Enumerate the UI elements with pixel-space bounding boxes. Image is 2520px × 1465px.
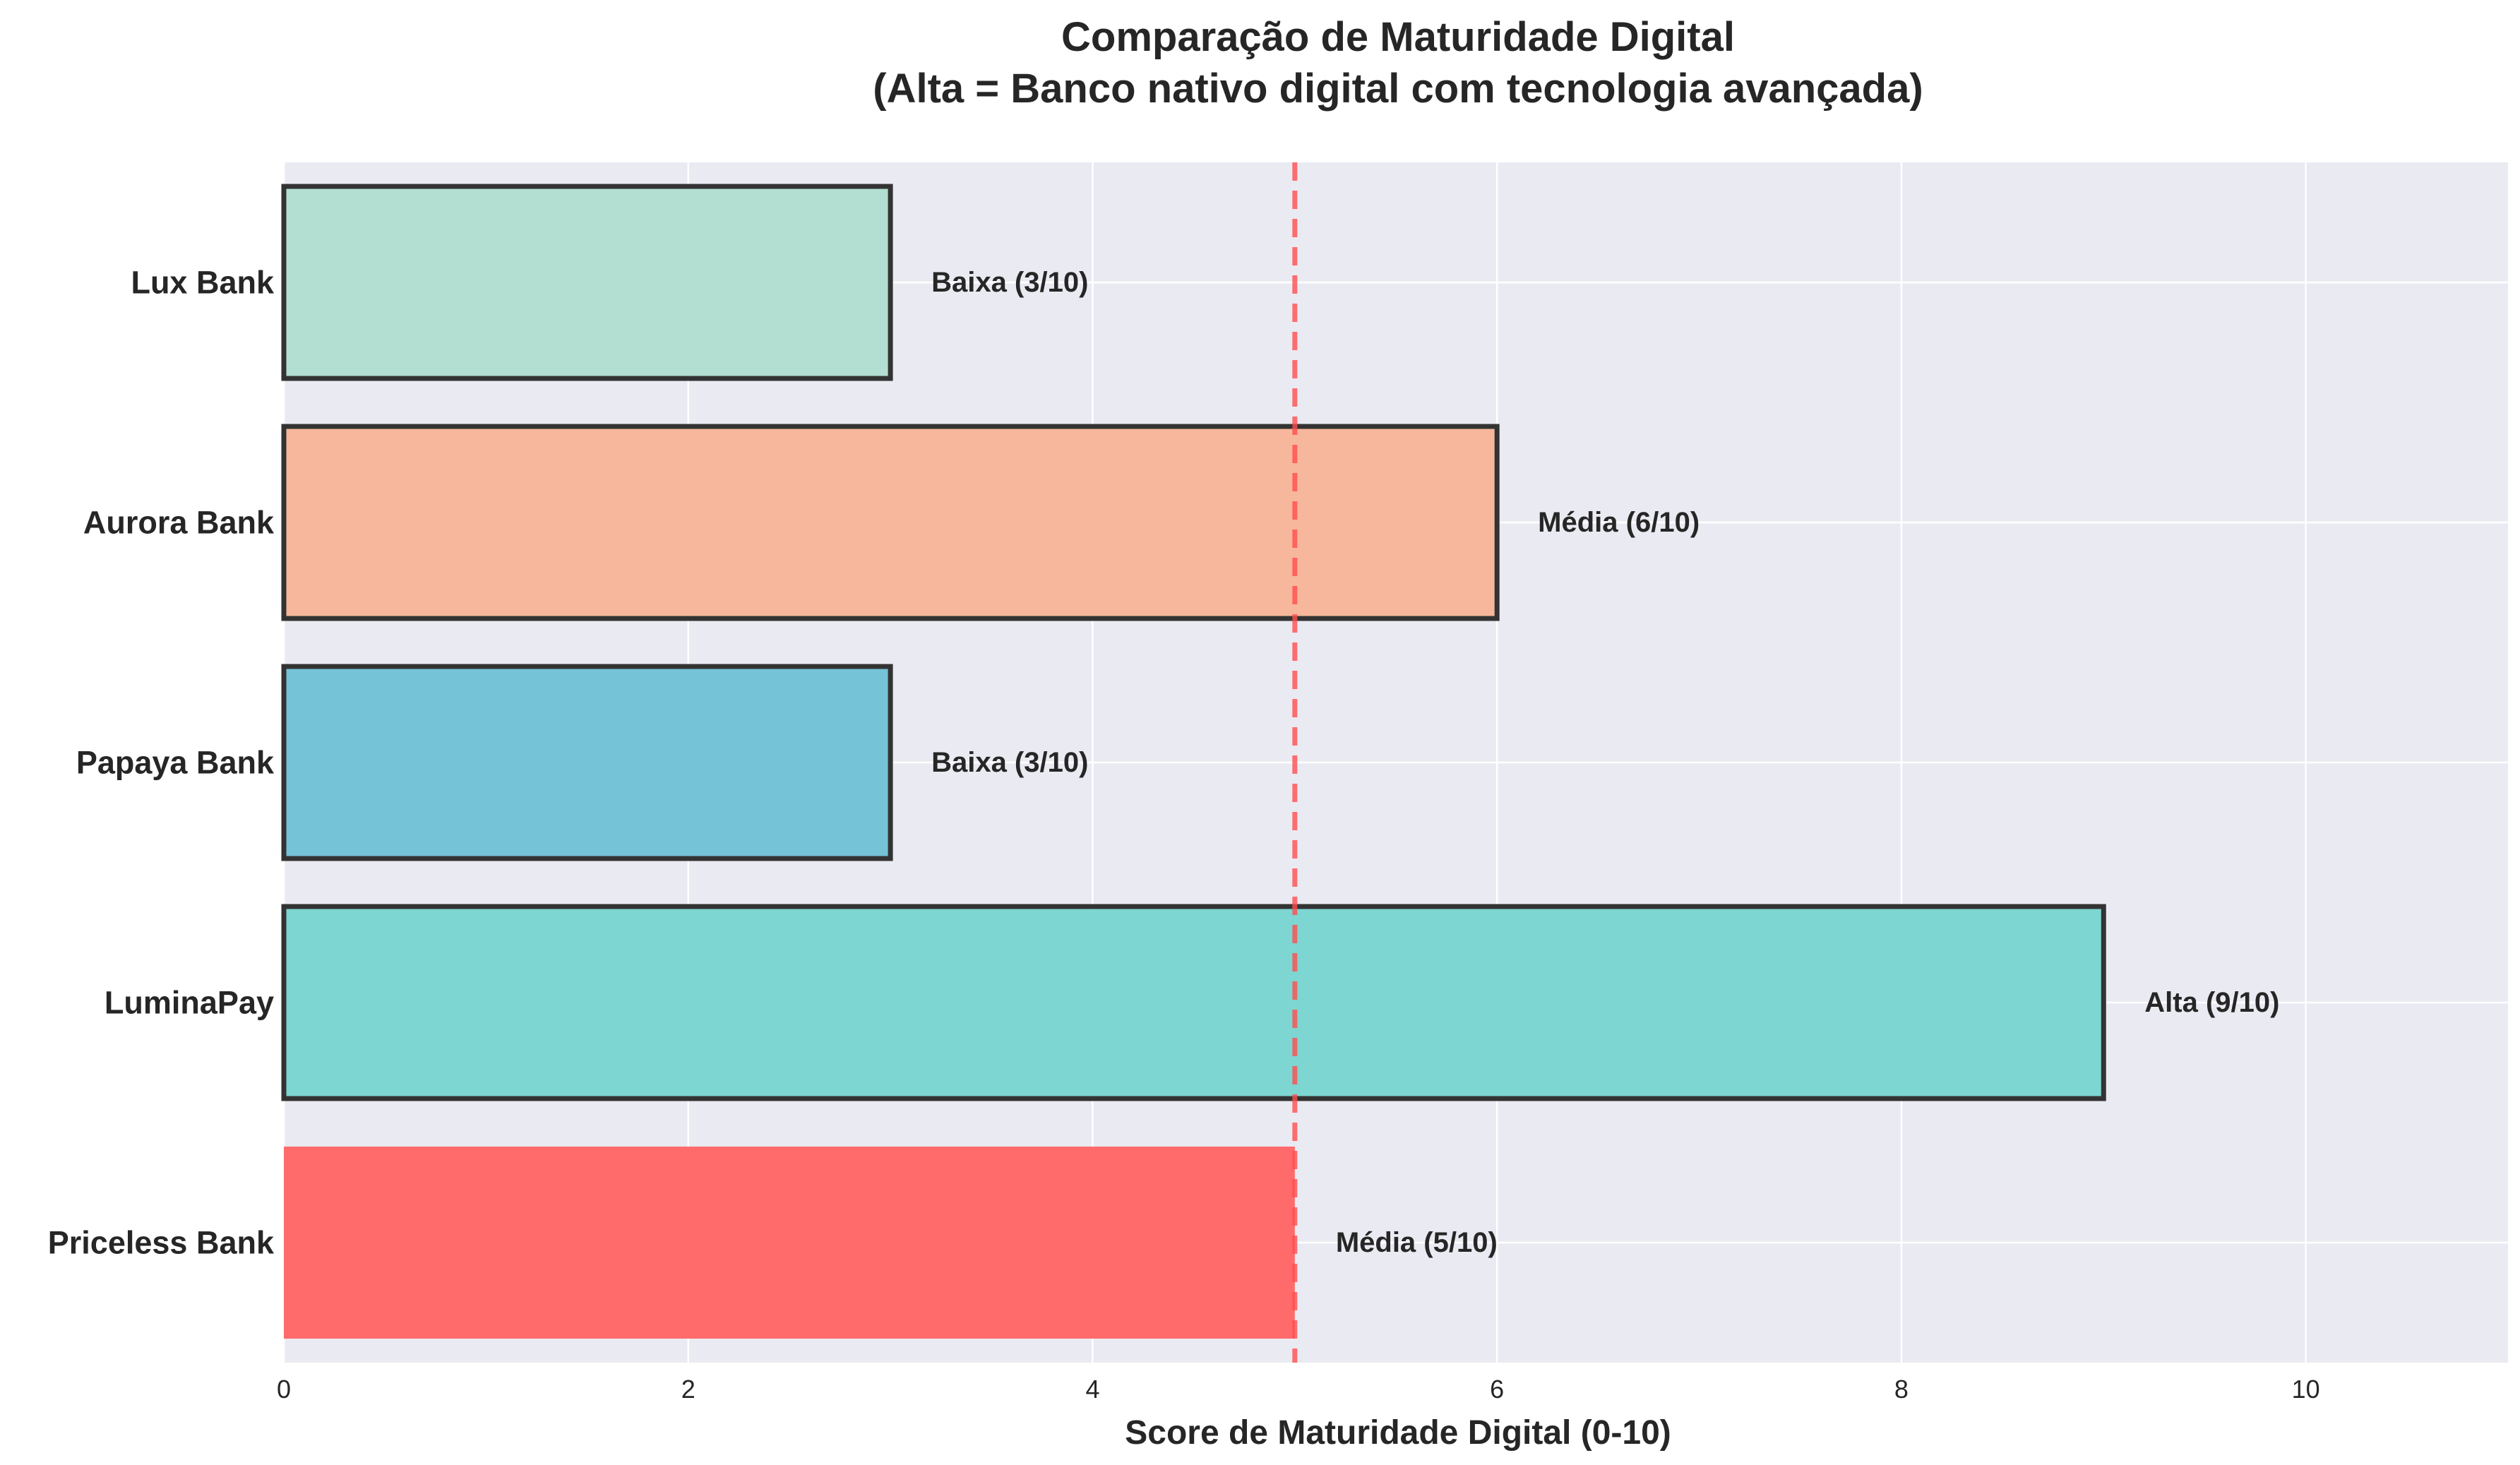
value-labels: Baixa (3/10) Média (6/10) Baixa (3/10) Alta… <box>931 267 2279 1258</box>
category-label: LuminaPay <box>104 985 274 1021</box>
x-axis-label: Score de Maturidade Digital (0-10) <box>1125 1414 1671 1452</box>
x-tick-label: 8 <box>1894 1375 1909 1404</box>
x-tick-label: 6 <box>1490 1375 1504 1404</box>
bar-aurora-bank <box>281 424 1500 621</box>
value-label: Média (6/10) <box>1538 507 1700 538</box>
chart-title: Comparação de Maturidade Digital <box>1061 14 1735 60</box>
category-labels: Lux Bank Aurora Bank Papaya Bank LuminaPay P… <box>48 265 275 1261</box>
x-tick-label: 4 <box>1085 1375 1099 1404</box>
value-label: Baixa (3/10) <box>931 747 1088 778</box>
category-label: Papaya Bank <box>76 745 275 781</box>
bar-lux-bank <box>281 184 893 381</box>
bar-luminapay <box>281 904 2106 1101</box>
bars <box>281 184 2106 1339</box>
x-tick-labels: 0 2 4 6 8 10 <box>277 1375 2320 1404</box>
chart-subtitle: (Alta = Banco nativo digital com tecnolo… <box>873 66 1923 112</box>
category-label: Aurora Bank <box>83 505 275 541</box>
value-label: Baixa (3/10) <box>931 267 1088 298</box>
category-label: Priceless Bank <box>48 1225 275 1261</box>
x-tick-label: 0 <box>277 1375 291 1404</box>
category-label: Lux Bank <box>131 265 275 301</box>
bar-papaya-bank <box>281 664 893 861</box>
value-label: Média (5/10) <box>1336 1227 1498 1258</box>
bar-priceless-bank <box>284 1147 1295 1339</box>
x-tick-label: 10 <box>2292 1375 2320 1404</box>
x-tick-label: 2 <box>681 1375 695 1404</box>
value-label: Alta (9/10) <box>2144 987 2279 1018</box>
